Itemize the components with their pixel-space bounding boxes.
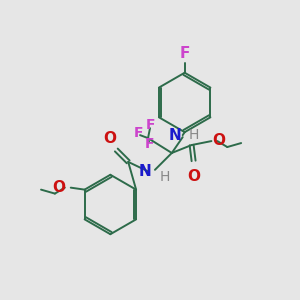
Text: O: O <box>187 169 200 184</box>
Text: O: O <box>212 133 225 148</box>
Text: H: H <box>189 128 199 142</box>
Text: O: O <box>52 180 65 195</box>
Text: O: O <box>103 131 116 146</box>
Text: F: F <box>145 137 155 151</box>
Text: F: F <box>134 126 143 140</box>
Text: F: F <box>179 46 190 61</box>
Text: H: H <box>160 170 170 184</box>
Text: F: F <box>146 118 156 132</box>
Text: N: N <box>138 164 151 179</box>
Text: N: N <box>169 128 182 142</box>
